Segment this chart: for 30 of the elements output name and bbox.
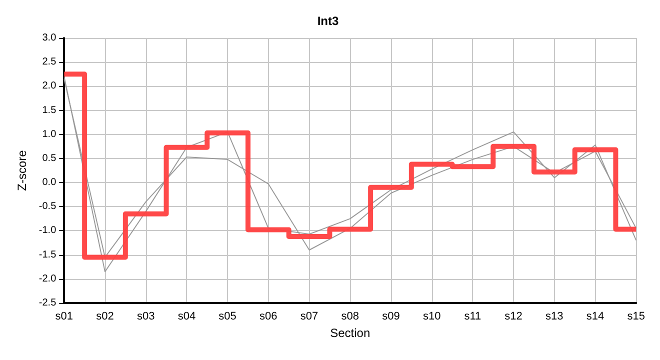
y-tick-label: 1.5 [42,104,57,116]
y-tick-label: -2.0 [38,273,57,284]
x-tick-label: s01 [55,310,74,322]
x-tick-label: s07 [300,310,318,322]
x-tick-label: s11 [464,310,482,322]
x-tick-label: s03 [136,310,155,322]
x-tick-label: s04 [178,310,196,322]
x-tick-label: s14 [586,310,604,322]
y-tick-label: -1.0 [38,225,57,236]
y-tick-label: 0.0 [42,177,57,188]
x-tick-label: s05 [218,310,236,322]
y-tick-label: 2.5 [42,56,57,68]
x-tick-label: s13 [546,310,564,322]
y-tick-label: 3.0 [42,32,57,44]
y-tick-label: -2.5 [38,298,57,308]
y-tick-label: 0.5 [42,152,57,164]
x-tick-label: s02 [96,310,114,322]
x-tick-label: s15 [627,310,646,322]
x-tick-label: s06 [260,310,278,322]
x-tick-label: s09 [382,310,400,322]
x-axis-title: Section [330,326,370,340]
y-tick-label: 1.0 [42,128,57,140]
y-tick-label: 2.0 [42,80,57,92]
x-tick-label: s12 [504,310,522,322]
chart-title: Int3 [317,14,339,28]
x-tick-label: s08 [341,310,360,322]
x-tick-label: s10 [422,310,441,322]
y-tick-label: -0.5 [38,201,57,212]
y-tick-label: -1.5 [38,249,57,260]
y-axis-title: Z-score [15,150,29,191]
